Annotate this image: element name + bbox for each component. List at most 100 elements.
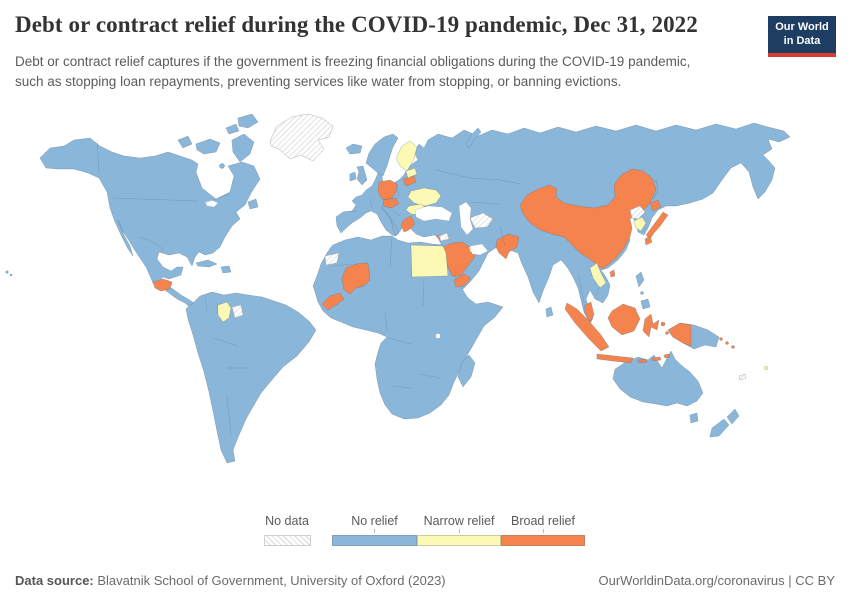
island-banks[interactable]	[177, 135, 193, 149]
country-japan-hokkaido[interactable]	[649, 199, 662, 212]
region-greenland[interactable]	[269, 113, 334, 162]
island-newfoundland[interactable]	[247, 198, 259, 210]
world-map[interactable]	[0, 106, 850, 484]
island-iceland[interactable]	[345, 143, 363, 155]
country-laos[interactable]	[589, 262, 607, 289]
persian-gulf	[469, 243, 489, 256]
islands-solomon-3[interactable]	[731, 345, 735, 349]
map-legend: No data No relief Narrow relief Broad re…	[0, 514, 850, 550]
legend-swatch-no-relief[interactable]	[332, 535, 417, 546]
island-madagascar[interactable]	[457, 354, 476, 388]
country-north-korea[interactable]	[629, 205, 646, 220]
island-tasmania[interactable]	[689, 412, 699, 424]
legend-swatch-broad-relief[interactable]	[501, 535, 585, 546]
owid-logo: Our World in Data	[768, 16, 836, 57]
license-url: OurWorldinData.org/coronavirus | CC BY	[598, 573, 835, 588]
countries-narrow-relief[interactable]	[217, 140, 769, 371]
country-suriname[interactable]	[231, 304, 244, 319]
country-guinea-sierra-leone[interactable]	[321, 292, 345, 311]
country-pakistan[interactable]	[495, 233, 520, 260]
country-syria[interactable]	[438, 232, 450, 242]
island-visayas[interactable]	[640, 291, 644, 295]
country-honduras[interactable]	[152, 278, 173, 292]
island-java[interactable]	[596, 353, 634, 364]
island-cuba[interactable]	[195, 259, 218, 268]
legend-swatch-narrow-relief[interactable]	[417, 535, 501, 546]
island-sri-lanka[interactable]	[545, 306, 554, 318]
country-borders	[96, 139, 601, 437]
world-map-svg[interactable]	[0, 106, 850, 484]
islands-solomon[interactable]	[719, 337, 723, 341]
island-nz-north[interactable]	[726, 408, 740, 425]
islands-hawaii[interactable]	[5, 270, 9, 274]
island-baffin[interactable]	[231, 133, 255, 163]
country-fiji[interactable]	[763, 365, 769, 371]
country-ukraine[interactable]	[407, 187, 442, 207]
legend-label-no-relief: No relief	[351, 514, 398, 528]
country-south-korea[interactable]	[633, 216, 647, 232]
page-title: Debt or contract relief during the COVID…	[15, 12, 698, 37]
country-turkmenistan[interactable]	[469, 212, 494, 229]
country-baltics[interactable]	[405, 167, 418, 179]
region-papua-indonesia[interactable]	[667, 322, 692, 347]
legend-no-data-swatch[interactable]	[264, 535, 311, 546]
island-sulawesi[interactable]	[642, 313, 660, 338]
region-north-america[interactable]	[39, 137, 261, 311]
seas	[204, 199, 489, 339]
owid-logo-line1: Our World	[775, 21, 829, 33]
legend-no-data-label: No data	[265, 514, 309, 528]
island-borneo[interactable]	[607, 303, 641, 336]
island-new-caledonia[interactable]	[738, 373, 747, 381]
island-luzon[interactable]	[635, 271, 645, 288]
country-japan-kyushu[interactable]	[644, 235, 653, 246]
country-mali[interactable]	[341, 262, 371, 295]
region-australia[interactable]	[612, 350, 704, 407]
country-finland[interactable]	[396, 140, 418, 172]
country-yemen[interactable]	[453, 273, 472, 288]
data-source-text: Blavatnik School of Government, Universi…	[93, 573, 446, 588]
great-lakes	[204, 199, 219, 208]
islands-hawaii-2[interactable]	[9, 273, 13, 277]
country-egypt[interactable]	[410, 244, 449, 278]
island-moluccas[interactable]	[660, 321, 666, 327]
island-sumatra[interactable]	[564, 302, 610, 352]
island-great-britain[interactable]	[356, 165, 368, 186]
island-southampton[interactable]	[219, 163, 225, 169]
countries-broad-relief[interactable]	[152, 168, 735, 364]
island-moluccas-2[interactable]	[665, 331, 669, 335]
country-guyana[interactable]	[217, 301, 232, 323]
legend-tick-2	[459, 529, 460, 533]
island-ellesmere[interactable]	[237, 113, 259, 129]
country-malaysia-peninsula[interactable]	[584, 301, 595, 323]
country-greece[interactable]	[400, 215, 416, 233]
island-mindanao[interactable]	[640, 298, 651, 310]
country-germany[interactable]	[377, 179, 398, 201]
island-ireland[interactable]	[349, 171, 357, 182]
country-czechia-austria[interactable]	[382, 197, 400, 209]
island-nz-south[interactable]	[709, 418, 730, 438]
region-scandinavia[interactable]	[365, 133, 399, 177]
legend-tick-3	[543, 529, 544, 533]
data-source: Data source: Blavatnik School of Governm…	[15, 573, 446, 588]
island-victoria[interactable]	[195, 138, 221, 155]
caspian-sea	[458, 201, 474, 236]
islands-lesser-sunda[interactable]	[637, 353, 671, 364]
owid-logo-line2: in Data	[783, 34, 821, 47]
island-novaya-zemlya[interactable]	[465, 127, 482, 149]
legend-tick-1	[374, 529, 375, 533]
country-china[interactable]	[519, 168, 657, 270]
country-japan-honshu[interactable]	[645, 211, 669, 240]
island-devon[interactable]	[225, 123, 240, 135]
country-taiwan[interactable]	[609, 269, 616, 278]
legend-label-narrow-relief: Narrow relief	[423, 514, 495, 528]
landmasses[interactable]	[5, 113, 791, 464]
legend-label-broad-relief: Broad relief	[511, 514, 575, 528]
data-source-label: Data source:	[15, 573, 94, 588]
country-western-sahara[interactable]	[324, 252, 340, 266]
region-south-america[interactable]	[185, 291, 317, 464]
island-hispaniola[interactable]	[220, 265, 232, 274]
chart-subtitle: Debt or contract relief captures if the …	[15, 54, 691, 89]
islands-solomon-2[interactable]	[725, 341, 729, 345]
countries-no-data[interactable]	[231, 113, 747, 381]
